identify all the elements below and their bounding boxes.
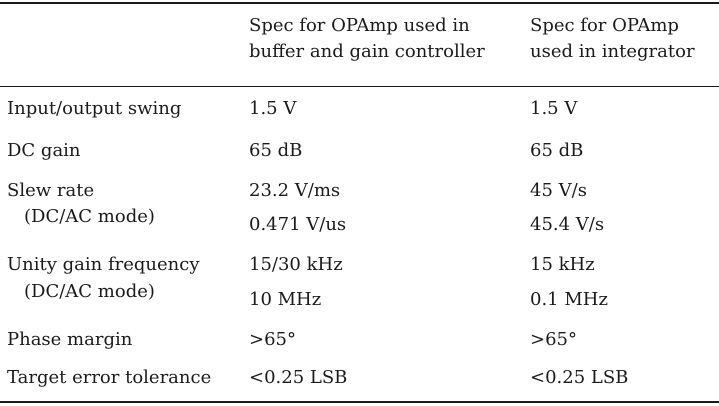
table-cell: 0.1 MHz [530,289,608,310]
table-cell: >65° [249,329,296,350]
row-label: DC gain [7,140,81,161]
row-label: Unity gain frequency [7,254,200,275]
column-header-integrator: Spec for OPAmp used in integrator [530,13,695,65]
column-header-line: Spec for OPAmp [530,15,679,36]
row-label-sub: (DC/AC mode) [24,281,155,302]
table-cell: 45 V/s [530,180,587,201]
table-cell: 15 kHz [530,254,595,275]
table-bottom-rule [0,401,719,403]
table-cell: 65 dB [530,140,584,161]
row-label: Input/output swing [7,98,182,119]
table-cell: 15/30 kHz [249,254,343,275]
table-cell: 1.5 V [530,98,578,119]
table-cell: 23.2 V/ms [249,180,341,201]
table-cell: 1.5 V [249,98,297,119]
column-header-line: buffer and gain controller [249,41,485,62]
table-cell: 10 MHz [249,289,322,310]
table-cell: 0.471 V/us [249,214,347,235]
row-label-sub: (DC/AC mode) [24,206,155,227]
table-top-rule [0,2,719,4]
header-separator-rule [0,86,719,87]
row-label: Slew rate [7,180,95,201]
row-label: Target error tolerance [7,367,212,388]
table-cell: <0.25 LSB [249,367,348,388]
column-header-buffer-gain: Spec for OPAmp used in buffer and gain c… [249,13,485,65]
column-header-line: Spec for OPAmp used in [249,15,470,36]
column-header-line: used in integrator [530,41,695,62]
table-cell: >65° [530,329,577,350]
table-cell: <0.25 LSB [530,367,629,388]
table-cell: 65 dB [249,140,303,161]
table-cell: 45.4 V/s [530,214,605,235]
row-label: Phase margin [7,329,133,350]
